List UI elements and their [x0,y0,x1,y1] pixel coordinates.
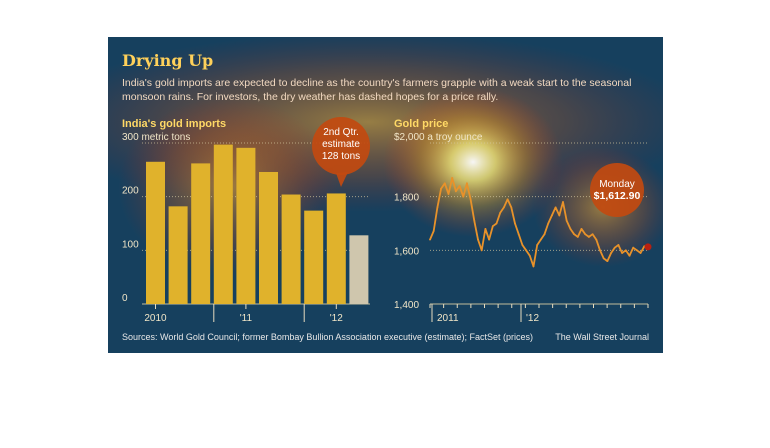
price-data-point [624,249,627,252]
price-callout-text: Monday [599,179,635,190]
imports-x-tick-label: '11 [240,313,253,324]
price-data-point [547,222,550,225]
imports-callout-text: 128 tons [322,151,360,162]
price-data-point [447,193,450,195]
price-data-point [617,244,620,246]
price-data-point [517,233,520,236]
price-callout-text: $1,612.90 [594,190,641,202]
imports-bar [191,163,211,304]
price-data-point [499,211,502,214]
price-data-point [469,198,472,201]
imports-callout-pointer [336,172,348,187]
price-data-point [639,252,642,254]
price-data-point [477,238,479,241]
imports-y-tick-label: 0 [122,293,128,304]
price-data-point [569,227,572,230]
price-data-point [551,214,553,217]
price-data-point [558,214,561,217]
sources-note: Sources: World Gold Council; former Bomb… [122,332,533,342]
price-data-point [525,249,527,252]
price-x-tick-label: '12 [526,313,539,324]
price-title: Gold price [394,118,449,130]
price-data-point [532,265,535,268]
price-data-point [580,227,583,230]
price-data-point [565,219,568,222]
price-data-point [536,244,539,246]
price-data-point [473,219,476,222]
price-data-point [454,190,457,193]
imports-title: India's gold imports [122,118,227,130]
chart-subtitle: India's gold imports are expected to dec… [122,77,632,103]
price-data-point [576,236,579,238]
price-data-point [521,244,524,246]
chart-panel: Drying Up India's gold imports are expec… [108,37,663,353]
price-data-point [443,182,446,185]
price-data-point [543,233,546,236]
price-data-point [606,260,609,262]
imports-callout-text: 2nd Qtr. [323,127,359,138]
imports-y-tick-label: 300 metric tons [122,132,190,143]
imports-y-tick-label: 100 [122,239,139,250]
price-data-point [587,236,590,238]
imports-bar [146,161,165,304]
price-y-tick-label: $2,000 a troy ounce [394,132,483,143]
charts-svg: 0 100 200 300 metric tons 2010 '11 '12 2nd Qtr.… [122,117,652,324]
price-data-point [506,198,509,201]
price-data-point [458,185,461,187]
price-data-point [554,206,557,209]
price-data-point [429,238,431,241]
price-data-point [480,249,483,252]
price-data-point [591,233,594,236]
price-x-tick-label: 2011 [437,313,459,324]
price-data-point [466,182,468,185]
imports-callout-text: estimate [322,139,360,150]
imports-bar [281,194,301,304]
price-data-point [502,206,505,209]
imports-bar [168,206,188,304]
price-data-point [632,246,635,249]
imports-bar [259,171,278,304]
price-last-marker [644,243,652,251]
imports-bar [349,235,369,304]
price-data-point [602,257,605,260]
price-data-point [432,230,435,232]
imports-bar [213,144,233,304]
price-series-line [429,177,649,268]
imports-x-tick-label: 2010 [144,313,167,324]
price-callout-bubble [590,163,644,217]
price-y-tick-label: 1,600 [394,246,419,257]
price-data-point [584,233,587,236]
price-data-point [636,249,638,252]
price-data-point [514,222,516,225]
price-data-point [462,195,465,198]
imports-x-tick-label: '12 [330,313,343,324]
price-data-point [451,176,454,179]
price-data-point [528,254,531,257]
price-data-point [436,206,439,209]
imports-callout-bubble [312,117,370,175]
imports-bar [304,210,324,304]
price-y-tick-label: 1,800 [394,193,419,204]
price-data-point [495,222,498,225]
price-data-point [628,254,631,257]
price-data-point [613,246,616,249]
price-data-point [595,238,598,241]
price-data-point [510,206,513,209]
credit-note: The Wall Street Journal [555,332,649,342]
price-data-point [539,238,542,241]
price-data-point [599,249,601,252]
price-data-point [440,187,442,190]
imports-bar [326,193,346,304]
price-y-tick-label: 1,400 [394,300,419,311]
price-data-point [562,201,564,203]
price-data-point [610,252,612,254]
price-data-point [573,233,576,236]
price-data-point [488,238,491,241]
price-data-point [491,225,494,228]
price-data-point [484,227,487,230]
imports-y-tick-label: 200 [122,186,139,197]
chart-title: Drying Up [122,51,214,70]
price-data-point [621,252,624,254]
imports-bar [236,147,256,304]
